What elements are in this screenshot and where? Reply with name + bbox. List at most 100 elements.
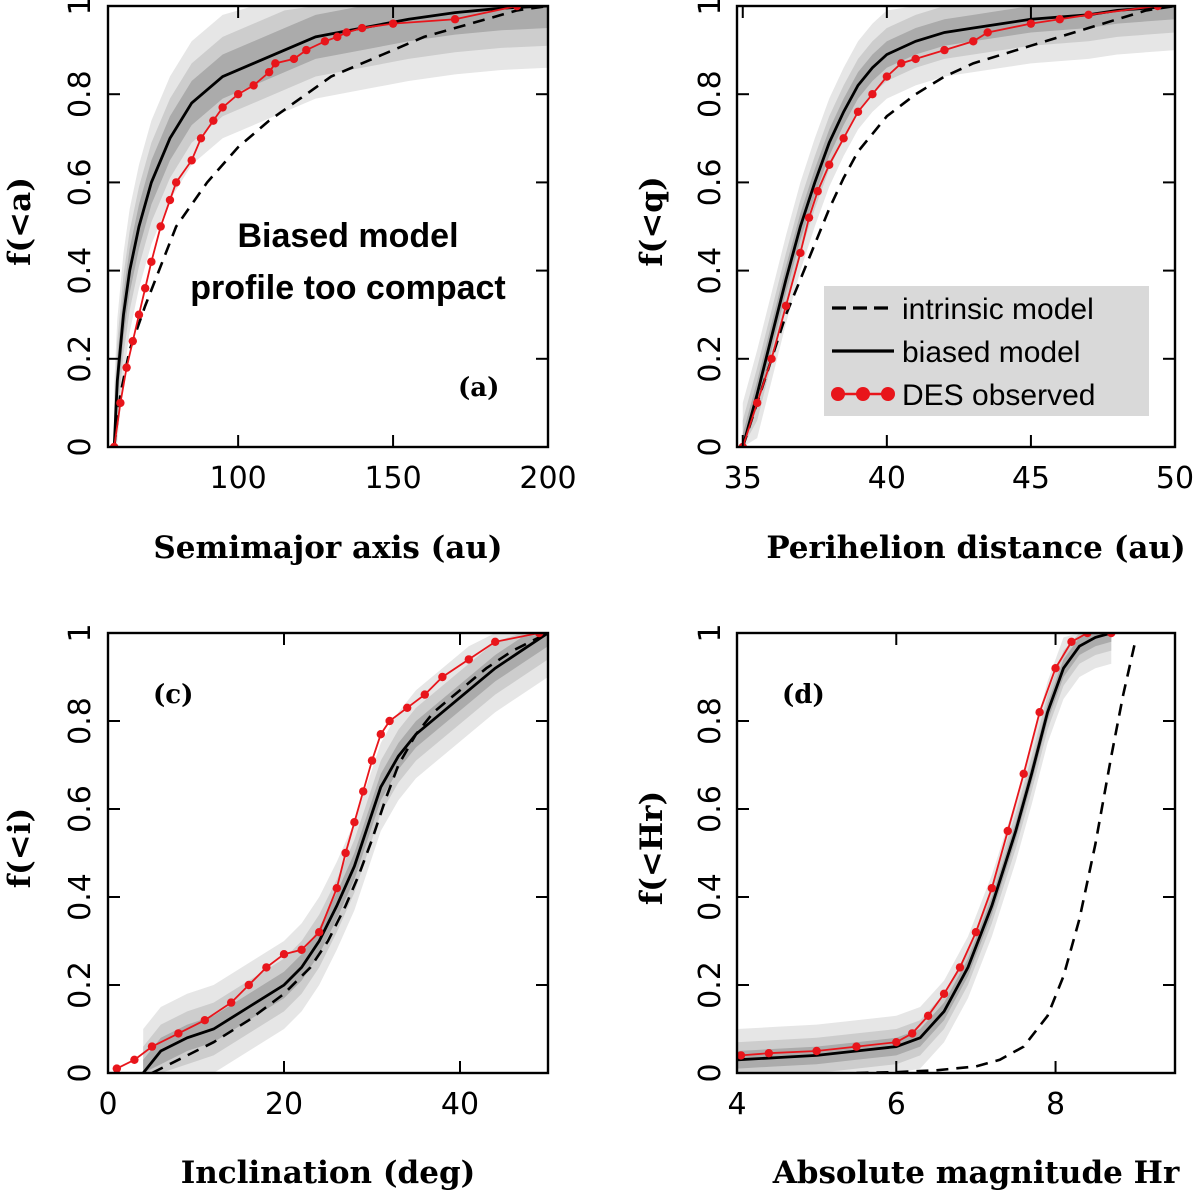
data-point-des-observed [289,54,299,64]
y-tick-label: 0.4 [693,247,728,295]
plot-area [112,633,548,1073]
panel-d: 0 0.2 0.4 0.6 0.8 1 4 6 8 Absolute magnitude Hr f(… [634,623,1180,1191]
data-point-des-observed [249,81,258,90]
x-tick-label: 0 [98,1087,117,1122]
x-tick-label: 4 [727,1087,746,1122]
x-axis-title: Absolute magnitude Hr [772,1155,1180,1191]
plot-frame [735,4,1177,449]
x-tick-label: 20 [265,1087,303,1122]
data-point-des-observed [218,103,227,112]
data-point-des-observed [134,310,144,319]
data-point-des-observed [923,1011,933,1020]
y-tick-label: 0 [693,437,728,456]
uncertainty-band-3 [737,633,1112,1073]
data-point-des-observed [227,998,236,1007]
legend: intrinsic model biased model DES observed [824,286,1149,416]
data-point-des-observed [908,1029,917,1038]
series-line-biased-model [142,633,548,1073]
y-tick-label: 0.2 [63,335,98,383]
uncertainty-band-2 [114,6,548,447]
x-tick-label: 45 [1012,461,1050,496]
x-tick-label: 6 [887,1087,906,1122]
data-point-des-observed [969,37,978,46]
plot-frame [735,631,1177,1075]
data-point-des-observed [983,28,992,37]
panel-label: (a) [458,373,499,403]
data-point-des-observed [1067,637,1076,646]
y-tick-label: 0.2 [693,961,728,1009]
y-tick-label: 0.4 [693,873,728,921]
data-point-des-observed [1084,10,1093,20]
data-point-des-observed [882,72,892,81]
data-point-des-observed [853,107,863,117]
data-point-des-observed [825,160,834,169]
y-tick-label: 1 [693,0,728,16]
y-tick-label: 0 [63,437,98,456]
data-point-des-observed [764,1049,774,1058]
data-point-des-observed [438,672,447,682]
legend-swatch-dot [831,387,845,401]
data-point-des-observed [955,963,965,972]
x-tick-label: 40 [441,1087,479,1122]
uncertainty-band-1 [143,633,548,1073]
x-axis-title: Perihelion distance (au) [766,530,1185,566]
data-point-des-observed [350,818,359,827]
series-line-biased-model [112,6,548,447]
data-point-des-observed [796,248,805,258]
data-point-des-observed [187,156,196,165]
series-line-biased-model [737,633,1112,1062]
data-point-des-observed [333,32,342,42]
data-point-des-observed [420,690,429,699]
y-tick-label: 0.6 [63,159,98,207]
data-point-des-observed [130,1055,139,1065]
data-point-des-observed [147,257,156,266]
plot-area [737,633,1137,1073]
x-tick-label: 150 [364,461,421,496]
data-point-des-observed [233,90,243,99]
x-tick-label: 40 [868,461,906,496]
y-tick-label: 0.6 [63,785,98,833]
legend-label: DES observed [902,379,1095,412]
data-point-des-observed [171,178,181,187]
data-point-des-observed [1003,826,1012,836]
data-point-des-observed [165,195,175,205]
data-point-des-observed [868,90,877,99]
y-axis-title: f(<i) [2,808,38,888]
data-point-des-observed [385,716,394,726]
y-tick-label: 0 [693,1063,728,1082]
data-point-des-observed [403,703,412,712]
x-axis-title: Inclination (deg) [181,1155,476,1191]
data-point-des-observed [302,45,311,55]
y-axis-title: f(<q) [634,176,670,266]
data-point-des-observed [332,884,341,893]
data-point-des-observed [357,23,367,33]
data-point-des-observed [112,1064,122,1073]
x-tick-label: 200 [519,461,576,496]
x-tick-label: 35 [724,461,762,496]
data-point-des-observed [464,655,473,664]
y-tick-label: 0.4 [63,873,98,921]
panel-a: 0 0.2 0.4 0.6 0.8 1 100 150 200 Semimajor axis (a… [2,0,577,566]
data-point-des-observed [342,28,351,37]
data-point-des-observed [147,1042,157,1051]
y-tick-label: 0.8 [693,697,728,745]
legend-label: biased model [902,336,1080,369]
legend-swatch-dot [881,387,895,401]
data-point-des-observed [122,363,131,372]
data-point-des-observed [804,213,814,222]
data-point-des-observed [388,19,398,28]
y-tick-label: 1 [63,0,98,16]
y-tick-label: 0.8 [63,70,98,118]
data-point-des-observed [209,116,218,125]
data-point-des-observed [852,1042,861,1051]
data-point-des-observed [812,1046,821,1056]
annotation-text: Biased model [237,217,458,255]
uncertainty-band-2 [742,6,1175,447]
data-point-des-observed [264,67,274,77]
x-tick-label: 100 [210,461,267,496]
data-point-des-observed [940,45,949,55]
series-line-intrinsic-model [112,6,548,447]
data-point-des-observed [897,59,906,68]
data-point-des-observed [128,336,137,346]
